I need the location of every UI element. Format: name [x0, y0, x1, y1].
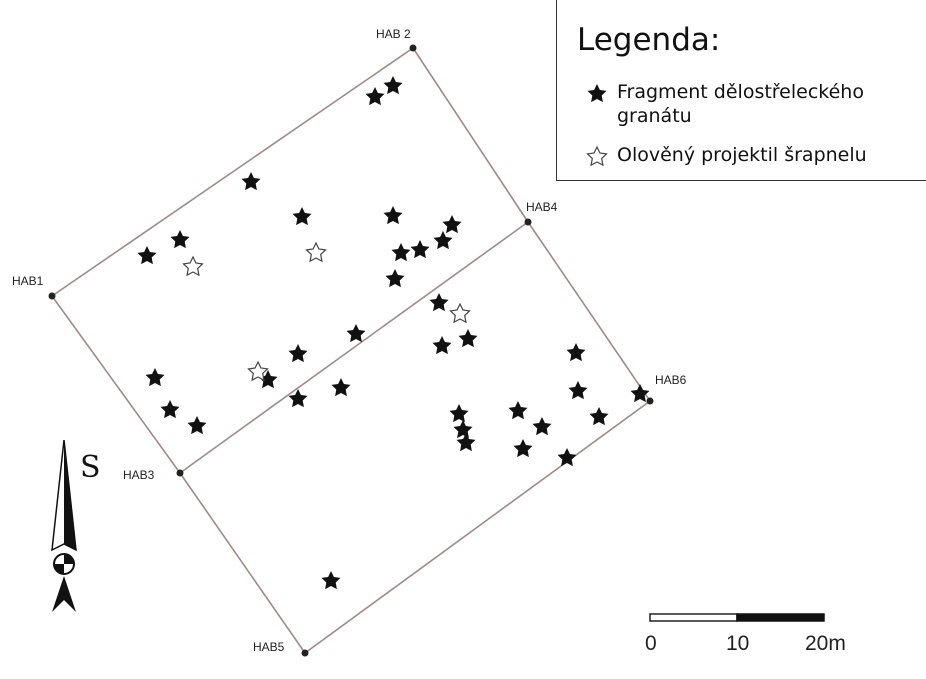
- scale-bar-graphic: [649, 613, 825, 622]
- fragment-star-icon: [589, 407, 609, 426]
- survey-boundaries: [51, 47, 651, 654]
- fragment-star-icon: [442, 215, 462, 234]
- fragment-star-icon: [385, 269, 405, 288]
- fragment-star-icon: [187, 416, 207, 435]
- point-label-hab4: HAB4: [526, 200, 558, 214]
- filled-star-icon: [587, 84, 607, 103]
- fragment-star-icon: [331, 378, 351, 397]
- fragment-star-icon: [160, 400, 180, 419]
- fragment-star-icon: [365, 87, 385, 106]
- fragment-star-icon: [433, 231, 453, 250]
- point-label-hab3: HAB3: [123, 468, 155, 482]
- fragment-star-icon: [410, 240, 430, 259]
- north-arrow-icon: [51, 439, 77, 612]
- shrapnel-markers: [182, 242, 471, 381]
- fragment-star-icon: [346, 324, 366, 343]
- fragment-star-icon: [630, 384, 650, 403]
- fragment-star-icon: [145, 368, 165, 387]
- shrapnel-star-icon: [182, 256, 204, 276]
- point-marker-hab2: [409, 44, 417, 52]
- fragment-star-icon: [566, 343, 586, 362]
- scale-bar: 0 10 20m: [640, 606, 870, 666]
- point-marker-hab5: [301, 649, 309, 657]
- fragment-star-icon: [137, 246, 157, 265]
- fragment-star-icon: [383, 206, 403, 225]
- shrapnel-star-icon: [449, 303, 471, 323]
- fragment-star-icon: [321, 571, 341, 590]
- legend: Legenda: Fragment dělostřeleckého granát…: [556, 0, 926, 181]
- point-marker-hab6: [646, 397, 654, 405]
- shrapnel-star-icon: [305, 242, 327, 262]
- point-marker-hab4: [524, 218, 532, 226]
- legend-item-label: Fragment dělostřeleckého granátu: [617, 81, 864, 127]
- point-label-hab6: HAB6: [655, 373, 687, 387]
- survey-point-labels: HAB1 HAB 2 HAB3 HAB4 HAB5 HAB6: [12, 27, 687, 654]
- point-label-hab1: HAB1: [12, 274, 44, 288]
- outline-star-icon: [586, 146, 608, 166]
- point-label-hab5: HAB5: [253, 640, 285, 654]
- point-marker-hab1: [48, 292, 56, 300]
- scale-tick-label: 0: [645, 632, 657, 655]
- legend-item-shrapnel: Olověný projektil šrapnelu: [577, 143, 867, 173]
- fragment-star-icon: [557, 448, 577, 467]
- legend-title: Legenda:: [577, 22, 721, 58]
- point-label-hab2: HAB 2: [376, 27, 411, 41]
- scale-tick-label: 20m: [805, 632, 846, 655]
- scale-tick-label: 10: [726, 632, 750, 655]
- fragment-star-icon: [288, 344, 308, 363]
- fragment-star-icon: [383, 76, 403, 95]
- fragment-star-icon: [458, 329, 478, 348]
- fragment-star-icon: [170, 230, 190, 249]
- fragment-star-icon: [532, 417, 552, 436]
- fragment-star-icon: [513, 439, 533, 458]
- fragment-star-icon: [391, 243, 411, 262]
- north-arrow: S: [40, 439, 130, 620]
- fragment-star-icon: [432, 336, 452, 355]
- legend-item-fragment: Fragment dělostřeleckého granátu: [577, 80, 907, 128]
- fragment-star-icon: [568, 381, 588, 400]
- fragment-star-icon: [508, 401, 528, 420]
- fragment-star-icon: [449, 404, 469, 423]
- fragment-star-icon: [241, 172, 261, 191]
- point-marker-hab3: [176, 469, 184, 477]
- survey-point-markers: [48, 44, 654, 657]
- north-arrow-letter: S: [80, 450, 101, 485]
- fragment-star-icon: [429, 293, 449, 312]
- fragment-star-icon: [453, 420, 473, 439]
- fragment-star-icon: [292, 207, 312, 226]
- legend-item-label: Olověný projektil šrapnelu: [617, 144, 867, 166]
